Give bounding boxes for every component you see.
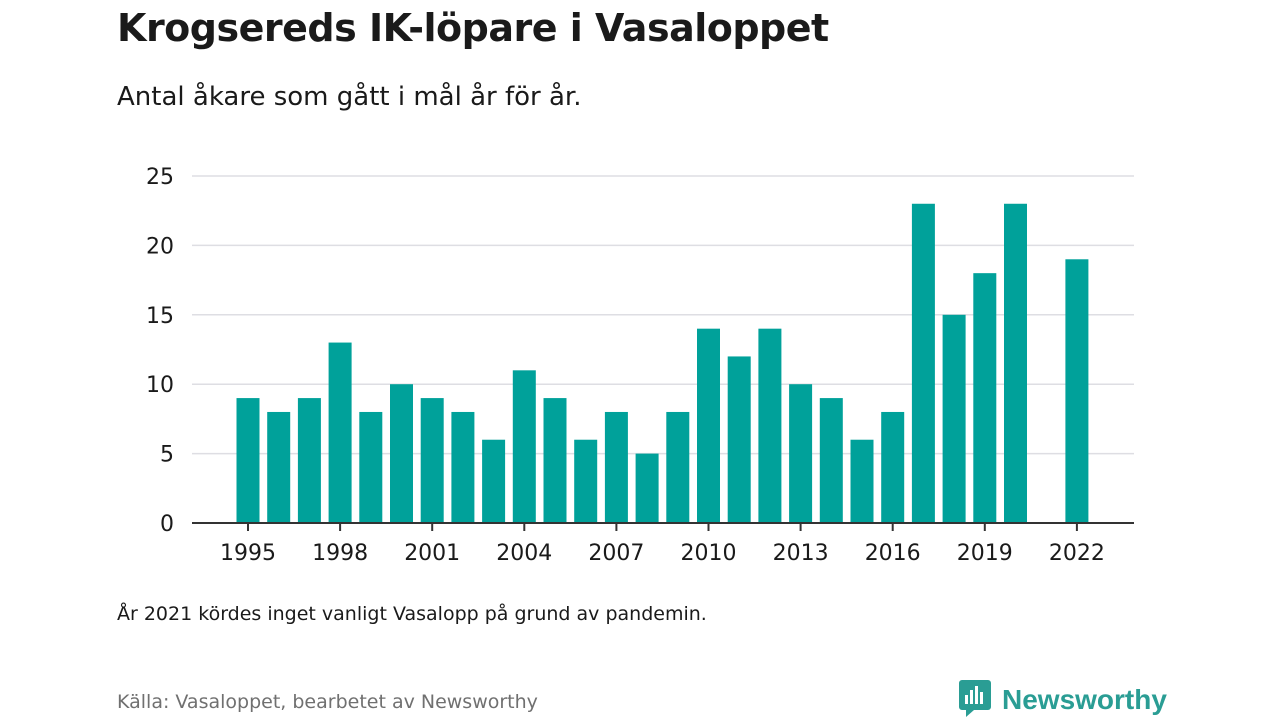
bar-2017[interactable] [911, 203, 935, 523]
y-tick-label: 20 [146, 234, 174, 259]
x-tick-label: 2010 [681, 541, 737, 566]
bar-2001[interactable] [420, 398, 444, 523]
x-tick-label: 1998 [312, 541, 368, 566]
bar-2010[interactable] [697, 328, 720, 523]
y-tick-label: 0 [160, 512, 174, 537]
y-tick-label: 15 [146, 304, 174, 329]
bar-1995[interactable] [236, 398, 260, 523]
x-tick-label: 2013 [773, 541, 829, 566]
bar-2005[interactable] [543, 398, 567, 523]
x-tick-label: 2007 [588, 541, 644, 566]
x-tick-label: 2016 [865, 541, 921, 566]
bar-2018[interactable] [942, 314, 966, 523]
x-tick-label: 2004 [496, 541, 552, 566]
bar-1999[interactable] [359, 411, 383, 523]
source-text: Källa: Vasaloppet, bearbetet av Newswort… [117, 691, 538, 713]
bar-2022[interactable] [1065, 259, 1089, 523]
bar-2019[interactable] [973, 273, 997, 523]
bar-2012[interactable] [758, 328, 782, 523]
brand-name: Newsworthy [1002, 684, 1167, 715]
x-tick-label: 2022 [1049, 541, 1105, 566]
bar-2009[interactable] [666, 411, 690, 523]
bar-chart: 0 5 10 15 20 25 1995 1998 2001 2004 2007 2010 2013 20… [146, 165, 1134, 566]
bar-1996[interactable] [267, 411, 291, 523]
y-tick-label: 5 [160, 443, 174, 468]
bar-2013[interactable] [789, 384, 813, 523]
bar-2016[interactable] [881, 411, 905, 523]
bar-1998[interactable] [328, 342, 352, 523]
chart-note: År 2021 kördes inget vanligt Vasalopp på… [117, 603, 707, 625]
chart-title: Krogsereds IK-löpare i Vasaloppet [117, 6, 829, 50]
bar-2007[interactable] [604, 411, 628, 523]
bar-2011[interactable] [727, 356, 751, 523]
bars [236, 203, 1089, 523]
bar-2003[interactable] [482, 439, 506, 523]
newsworthy-logo-icon [958, 678, 992, 722]
chart-subtitle: Antal åkare som gått i mål år för år. [117, 82, 582, 112]
x-tick-label: 2001 [404, 541, 460, 566]
bar-2014[interactable] [819, 398, 843, 523]
y-tick-label: 10 [146, 373, 174, 398]
bar-2006[interactable] [574, 439, 598, 523]
axes: 0 5 10 15 20 25 1995 1998 2001 2004 2007 2010 2013 20… [146, 165, 1134, 566]
bar-2020[interactable] [1004, 203, 1027, 523]
brand-logo[interactable]: Newsworthy [958, 678, 1167, 722]
bar-2000[interactable] [390, 384, 413, 523]
bar-2004[interactable] [512, 370, 536, 523]
bar-2008[interactable] [635, 453, 659, 523]
x-tick-label: 1995 [220, 541, 276, 566]
bar-2015[interactable] [850, 439, 874, 523]
x-tick-label: 2019 [957, 541, 1013, 566]
bar-1997[interactable] [297, 398, 321, 523]
y-tick-label: 25 [146, 165, 174, 190]
bar-2002[interactable] [451, 411, 475, 523]
